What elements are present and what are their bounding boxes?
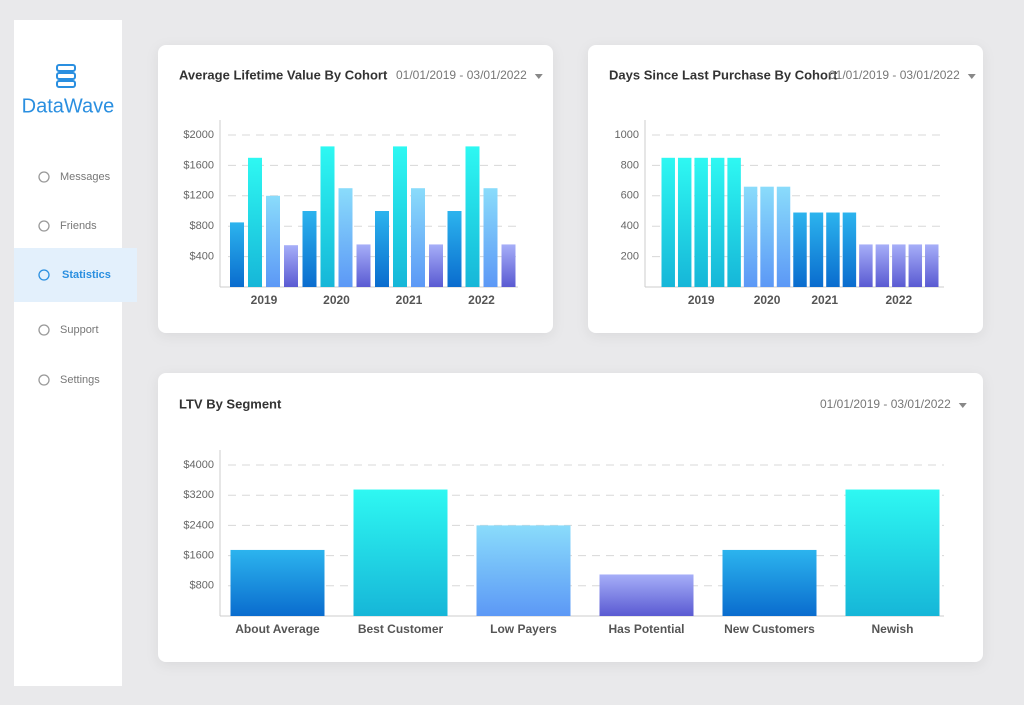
bar xyxy=(447,211,462,287)
bar xyxy=(710,157,725,287)
brand: DataWave xyxy=(22,95,115,117)
bar xyxy=(661,157,675,287)
menu-icon xyxy=(38,269,50,281)
bar xyxy=(302,211,317,287)
y-tick-label: 1000 xyxy=(615,129,639,141)
menu: Messages Friends Statistics Support Settings xyxy=(14,171,137,386)
menu-highlight xyxy=(14,248,137,302)
bar xyxy=(501,244,516,287)
x-tick-label: 2019 xyxy=(251,293,278,307)
y-tick-label: $4000 xyxy=(183,459,214,471)
bar xyxy=(925,244,939,287)
bar xyxy=(320,146,335,287)
menu-icon xyxy=(38,220,50,232)
y-tick-label: $400 xyxy=(190,251,214,263)
menu-item: Messages xyxy=(60,171,111,183)
x-tick-label: Newish xyxy=(871,622,913,636)
bar xyxy=(677,157,692,287)
y-tick-label: $2000 xyxy=(183,129,214,141)
y-tick-label: $1600 xyxy=(183,159,214,171)
x-tick-label: 2020 xyxy=(754,293,781,307)
bar xyxy=(353,489,448,616)
y-tick-label: $1600 xyxy=(183,550,214,562)
x-tick-label: Best Customer xyxy=(358,622,444,636)
y-tick-label: 800 xyxy=(621,159,639,171)
bar xyxy=(892,244,906,287)
bar xyxy=(826,212,840,287)
y-tick-label: 200 xyxy=(621,251,639,263)
bar xyxy=(284,245,298,287)
bar xyxy=(248,157,262,287)
x-tick-label: Low Payers xyxy=(490,622,557,636)
bar xyxy=(776,186,791,287)
menu-item: Friends xyxy=(60,220,97,232)
chart-title: Average Lifetime Value By Cohort xyxy=(179,67,388,82)
x-tick-label: About Average xyxy=(235,622,320,636)
bar xyxy=(760,186,774,287)
bar xyxy=(483,188,498,287)
x-tick-label: 2022 xyxy=(885,293,912,307)
bar xyxy=(266,195,280,287)
bar xyxy=(859,244,873,287)
bar xyxy=(356,244,371,287)
x-tick-label: 2022 xyxy=(468,293,495,307)
y-tick-label: 600 xyxy=(621,190,639,202)
bar xyxy=(393,146,407,287)
dropdown-arrow xyxy=(967,74,976,79)
bar xyxy=(722,549,817,616)
x-tick-label: 2021 xyxy=(811,293,838,307)
bar xyxy=(845,489,940,616)
bar xyxy=(809,212,824,287)
menu-icon xyxy=(38,171,50,183)
bar xyxy=(375,211,389,287)
y-tick-label: $2400 xyxy=(183,519,214,531)
bar xyxy=(793,212,807,287)
x-tick-label: 2020 xyxy=(323,293,350,307)
bar xyxy=(465,146,480,287)
menu-item: Statistics xyxy=(62,269,111,281)
chart-title: LTV By Segment xyxy=(179,396,282,411)
bar xyxy=(476,525,571,616)
bar xyxy=(743,186,758,287)
bar xyxy=(411,188,425,287)
y-tick-label: $3200 xyxy=(183,489,214,501)
chart-title: Days Since Last Purchase By Cohort xyxy=(609,67,838,82)
x-tick-label: New Customers xyxy=(724,622,815,636)
dropdown-arrow xyxy=(534,74,543,79)
date-range: 01/01/2019 - 03/01/2022 xyxy=(396,68,527,82)
bar xyxy=(429,244,443,287)
bar xyxy=(727,157,741,287)
bar xyxy=(599,574,694,616)
x-tick-label: 2021 xyxy=(396,293,423,307)
bar xyxy=(908,244,923,287)
date-range: 01/01/2019 - 03/01/2022 xyxy=(829,68,960,82)
dropdown-arrow xyxy=(958,403,967,408)
sidebar xyxy=(14,20,122,686)
date-range: 01/01/2019 - 03/01/2022 xyxy=(820,397,951,411)
y-tick-label: $800 xyxy=(190,580,214,592)
bar xyxy=(230,549,325,616)
logo-icon xyxy=(56,64,76,88)
bar xyxy=(230,222,244,287)
y-tick-label: $800 xyxy=(190,220,214,232)
bar xyxy=(338,188,353,287)
x-tick-label: Has Potential xyxy=(608,622,684,636)
bar xyxy=(694,157,708,287)
y-tick-label: 400 xyxy=(621,220,639,232)
bar xyxy=(842,212,857,287)
menu-icon xyxy=(38,324,50,336)
menu-icon xyxy=(38,374,50,386)
menu-item: Support xyxy=(60,324,99,336)
menu-item: Settings xyxy=(60,374,100,386)
bar xyxy=(875,244,890,287)
y-tick-label: $1200 xyxy=(183,190,214,202)
x-tick-label: 2019 xyxy=(688,293,715,307)
